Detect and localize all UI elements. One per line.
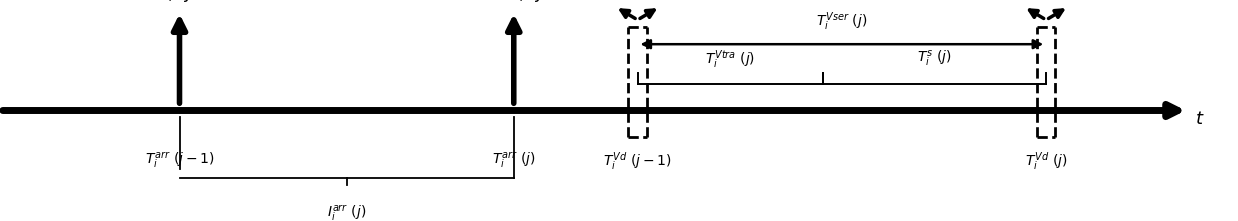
Text: $T_i^{s}\ (j)$: $T_i^{s}\ (j)$ [917, 49, 952, 69]
Text: $T_i^{Vser}\ (j)$: $T_i^{Vser}\ (j)$ [816, 11, 868, 33]
Text: $Task_i\ (j-1)$: $Task_i\ (j-1)$ [128, 0, 232, 4]
Text: $Task_i\ (j)$: $Task_i\ (j)$ [478, 0, 550, 4]
Text: $I_i^{arr}\ (j)$: $I_i^{arr}\ (j)$ [327, 203, 366, 221]
Text: $T_i^{Vd}\ (j)$: $T_i^{Vd}\ (j)$ [1025, 150, 1067, 172]
Text: $T_i^{Vtra}\ (j)$: $T_i^{Vtra}\ (j)$ [706, 49, 755, 71]
Text: $T_i^{Vd}\ (j-1)$: $T_i^{Vd}\ (j-1)$ [603, 150, 672, 172]
Text: $\mathbf{\cdots}$: $\mathbf{\cdots}$ [1128, 101, 1150, 120]
Text: $T_i^{arr}\ (j)$: $T_i^{arr}\ (j)$ [491, 150, 536, 170]
Text: $t$: $t$ [1195, 110, 1205, 128]
Text: $\mathbf{\cdots}$: $\mathbf{\cdots}$ [38, 101, 61, 120]
Text: $T_i^{arr}\ (j-1)$: $T_i^{arr}\ (j-1)$ [145, 150, 214, 170]
